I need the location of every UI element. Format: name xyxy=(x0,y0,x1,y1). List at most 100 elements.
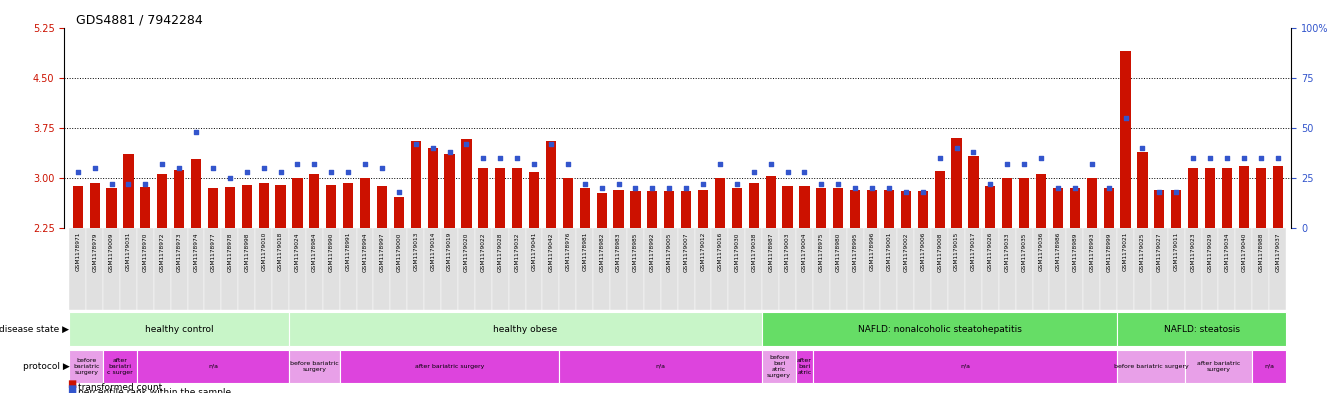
Point xyxy=(827,181,848,187)
Text: GSM1178990: GSM1178990 xyxy=(329,232,333,272)
Point xyxy=(286,161,308,167)
Bar xyxy=(393,196,404,228)
Text: GSM1179008: GSM1179008 xyxy=(937,232,942,272)
Point xyxy=(777,169,799,175)
Bar xyxy=(1066,228,1084,310)
Bar xyxy=(678,228,694,310)
Bar xyxy=(391,228,407,310)
Text: GSM1179004: GSM1179004 xyxy=(801,232,807,272)
Point xyxy=(1267,155,1288,161)
Bar xyxy=(1252,350,1286,383)
Point xyxy=(1081,161,1103,167)
Text: GSM1179005: GSM1179005 xyxy=(666,232,672,272)
Bar xyxy=(1086,178,1097,228)
Bar xyxy=(900,191,911,228)
Bar xyxy=(799,186,809,228)
Bar xyxy=(681,191,692,228)
Bar xyxy=(340,350,559,383)
Bar xyxy=(495,168,506,228)
Bar xyxy=(529,173,539,228)
Bar xyxy=(207,188,218,228)
Text: GSM1178978: GSM1178978 xyxy=(227,232,233,272)
Bar xyxy=(779,228,796,310)
Text: GSM1179013: GSM1179013 xyxy=(413,232,419,272)
Text: GSM1178994: GSM1178994 xyxy=(363,232,368,272)
Bar xyxy=(610,228,628,310)
Point xyxy=(100,181,122,187)
Text: after
bari
atric: after bari atric xyxy=(797,358,812,375)
Bar xyxy=(664,191,674,228)
Bar xyxy=(749,183,759,228)
Text: GSM1179041: GSM1179041 xyxy=(531,232,537,272)
Point xyxy=(388,189,409,195)
Text: GSM1178971: GSM1178971 xyxy=(75,232,80,272)
Bar xyxy=(644,228,661,310)
Point xyxy=(895,189,917,195)
Bar xyxy=(1049,228,1066,310)
Text: percentile rank within the sample: percentile rank within the sample xyxy=(78,388,230,393)
Point xyxy=(523,161,545,167)
Text: healthy control: healthy control xyxy=(145,325,214,334)
Text: GSM1179033: GSM1179033 xyxy=(1005,232,1010,272)
Point xyxy=(67,169,88,175)
Bar xyxy=(648,191,657,228)
Bar xyxy=(597,193,606,228)
Point xyxy=(421,145,443,151)
Point xyxy=(304,161,325,167)
Text: GSM1178974: GSM1178974 xyxy=(194,232,198,272)
Point xyxy=(405,141,427,147)
Text: n/a: n/a xyxy=(207,364,218,369)
Bar xyxy=(1117,312,1286,346)
Text: after
bariatri
c surger: after bariatri c surger xyxy=(107,358,132,375)
Point xyxy=(1216,155,1238,161)
Point xyxy=(337,169,359,175)
Bar xyxy=(157,174,167,228)
Text: after bariatric
surgery: after bariatric surgery xyxy=(1196,361,1240,372)
Point xyxy=(743,169,764,175)
Text: GSM1179037: GSM1179037 xyxy=(1275,232,1280,272)
Bar xyxy=(1184,228,1202,310)
Bar xyxy=(745,228,763,310)
Point xyxy=(219,174,241,181)
Text: GSM1178979: GSM1178979 xyxy=(92,232,98,272)
Point xyxy=(490,155,511,161)
Bar xyxy=(293,178,302,228)
Text: GSM1179040: GSM1179040 xyxy=(1242,232,1247,272)
Text: GSM1179025: GSM1179025 xyxy=(1140,232,1145,272)
Bar xyxy=(712,228,728,310)
Text: GSM1179003: GSM1179003 xyxy=(785,232,789,272)
Text: GDS4881 / 7942284: GDS4881 / 7942284 xyxy=(76,13,203,26)
Bar xyxy=(462,139,471,228)
Bar xyxy=(103,228,120,310)
Point xyxy=(1165,189,1187,195)
Point xyxy=(118,181,139,187)
Bar xyxy=(698,190,708,228)
Bar xyxy=(1016,228,1033,310)
Text: GSM1179022: GSM1179022 xyxy=(480,232,486,272)
Point xyxy=(642,185,664,191)
Bar xyxy=(728,228,745,310)
Point xyxy=(169,165,190,171)
Text: n/a: n/a xyxy=(959,364,970,369)
Bar xyxy=(508,228,526,310)
Point xyxy=(793,169,815,175)
Bar xyxy=(880,228,898,310)
Bar xyxy=(1020,178,1029,228)
Bar xyxy=(475,228,492,310)
Bar xyxy=(407,228,424,310)
Bar xyxy=(70,228,86,310)
Bar xyxy=(140,187,150,228)
Text: GSM1178997: GSM1178997 xyxy=(380,232,384,272)
Text: GSM1179030: GSM1179030 xyxy=(735,232,740,272)
Point xyxy=(321,169,343,175)
Bar xyxy=(998,228,1016,310)
Text: GSM1178984: GSM1178984 xyxy=(312,232,317,272)
Point xyxy=(607,181,629,187)
Bar xyxy=(884,190,894,228)
Bar xyxy=(763,228,779,310)
Bar xyxy=(850,190,860,228)
Text: GSM1179001: GSM1179001 xyxy=(887,232,891,272)
Text: NAFLD: steatosis: NAFLD: steatosis xyxy=(1164,325,1239,334)
Point xyxy=(270,169,292,175)
Text: GSM1179042: GSM1179042 xyxy=(549,232,554,272)
